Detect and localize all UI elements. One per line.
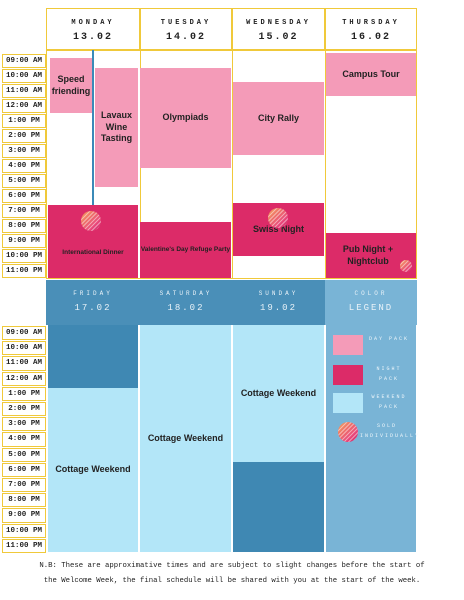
header-text: FRIDAY	[73, 290, 113, 297]
day-header: SATURDAY 18.02	[140, 280, 232, 325]
note: N.B: These are approximative times and a…	[39, 562, 425, 570]
time-label: 3:00 PM	[2, 144, 46, 158]
time-label: 7:00 PM	[2, 478, 46, 493]
header-text: THURSDAY	[342, 19, 400, 27]
event: Cottage Weekend	[140, 325, 231, 552]
event: City Rally	[233, 82, 324, 155]
time-label: 11:00 PM	[2, 264, 46, 278]
day-header: COLOR LEGEND	[325, 280, 417, 325]
header-text: LEGEND	[348, 303, 394, 313]
legend-swatch	[333, 393, 363, 413]
column-divider	[232, 50, 233, 279]
time-label: 10:00 AM	[2, 69, 46, 83]
time-label: 5:00 PM	[2, 447, 46, 462]
header-text: 17.02	[74, 303, 112, 313]
event: Valentine's Day Refuge Party	[140, 222, 231, 278]
time-label: 10:00 PM	[2, 523, 46, 538]
icon	[81, 211, 101, 231]
event: Cottage Weekend	[48, 388, 138, 552]
time-label: 6:00 PM	[2, 462, 46, 477]
legend-swatch	[333, 335, 363, 355]
header-text: 15.02	[258, 32, 299, 43]
block	[48, 325, 138, 388]
header-bar	[325, 280, 417, 325]
time-label: 7:00 PM	[2, 204, 46, 218]
icon	[338, 422, 358, 442]
block	[233, 462, 324, 552]
time-label: 12:00 AM	[2, 371, 46, 386]
time-label: 4:00 PM	[2, 432, 46, 447]
time-label: 9:00 PM	[2, 508, 46, 523]
time-label: 2:00 PM	[2, 129, 46, 143]
day-header: FRIDAY 17.02	[46, 280, 140, 325]
event: Cottage Weekend	[233, 325, 324, 462]
day-header: TUESDAY 14.02	[140, 8, 232, 50]
time-label: 2:00 PM	[2, 402, 46, 417]
header-text: 18.02	[167, 303, 205, 313]
time-label: 11:00 AM	[2, 356, 46, 371]
time-label: 10:00 AM	[2, 341, 46, 356]
time-label: 10:00 PM	[2, 249, 46, 263]
time-label: 9:00 PM	[2, 234, 46, 248]
legend-swatch	[333, 365, 363, 385]
time-label: 11:00 PM	[2, 538, 46, 553]
header-text: WEDNESDAY	[246, 19, 311, 27]
note: the Welcome Week, the final schedule wil…	[43, 577, 421, 585]
event: Olympiads	[140, 68, 231, 168]
day-header: SUNDAY 19.02	[232, 280, 325, 325]
column-divider	[325, 50, 326, 279]
icon	[268, 208, 288, 228]
legend-label: SOLD INDIVIDUALLY	[360, 423, 421, 439]
time-label: 3:00 PM	[2, 417, 46, 432]
time-label: 6:00 PM	[2, 189, 46, 203]
day-header: MONDAY 13.02	[46, 8, 140, 50]
header-text: 13.02	[72, 32, 113, 43]
time-label: 4:00 PM	[2, 159, 46, 173]
event: Lavaux Wine Tasting	[95, 68, 138, 187]
event: Pub Night + Nightclub	[326, 233, 416, 278]
header-text: 19.02	[259, 303, 297, 313]
time-label: 11:00 AM	[2, 84, 46, 98]
time-label: 5:00 PM	[2, 174, 46, 188]
header-text: MONDAY	[71, 19, 115, 27]
header-bar	[46, 280, 325, 325]
header-text: TUESDAY	[160, 19, 212, 27]
time-label: 1:00 PM	[2, 114, 46, 128]
event: Speed friending	[50, 58, 92, 113]
legend-label: NIGHT PACK	[376, 366, 402, 382]
time-label: 12:00 AM	[2, 99, 46, 113]
time-label: 8:00 PM	[2, 219, 46, 233]
divider-line	[92, 50, 94, 205]
time-label: 8:00 PM	[2, 493, 46, 508]
legend-label: WEEKEND PACK	[371, 394, 407, 410]
day-header: THURSDAY 16.02	[325, 8, 417, 50]
icon	[400, 260, 412, 272]
legend-label: DAY PACK	[368, 336, 409, 342]
header-text: 14.02	[165, 32, 206, 43]
time-label: 1:00 PM	[2, 386, 46, 401]
header-text: SUNDAY	[258, 290, 299, 297]
day-header: WEDNESDAY 15.02	[232, 8, 325, 50]
header-text: 16.02	[350, 32, 391, 43]
header-text: SATURDAY	[159, 290, 213, 297]
header-text: COLOR	[354, 290, 388, 297]
frame	[46, 50, 417, 279]
event: Campus Tour	[326, 53, 416, 96]
time-label: 09:00 AM	[2, 54, 46, 68]
time-label: 09:00 AM	[2, 326, 46, 341]
